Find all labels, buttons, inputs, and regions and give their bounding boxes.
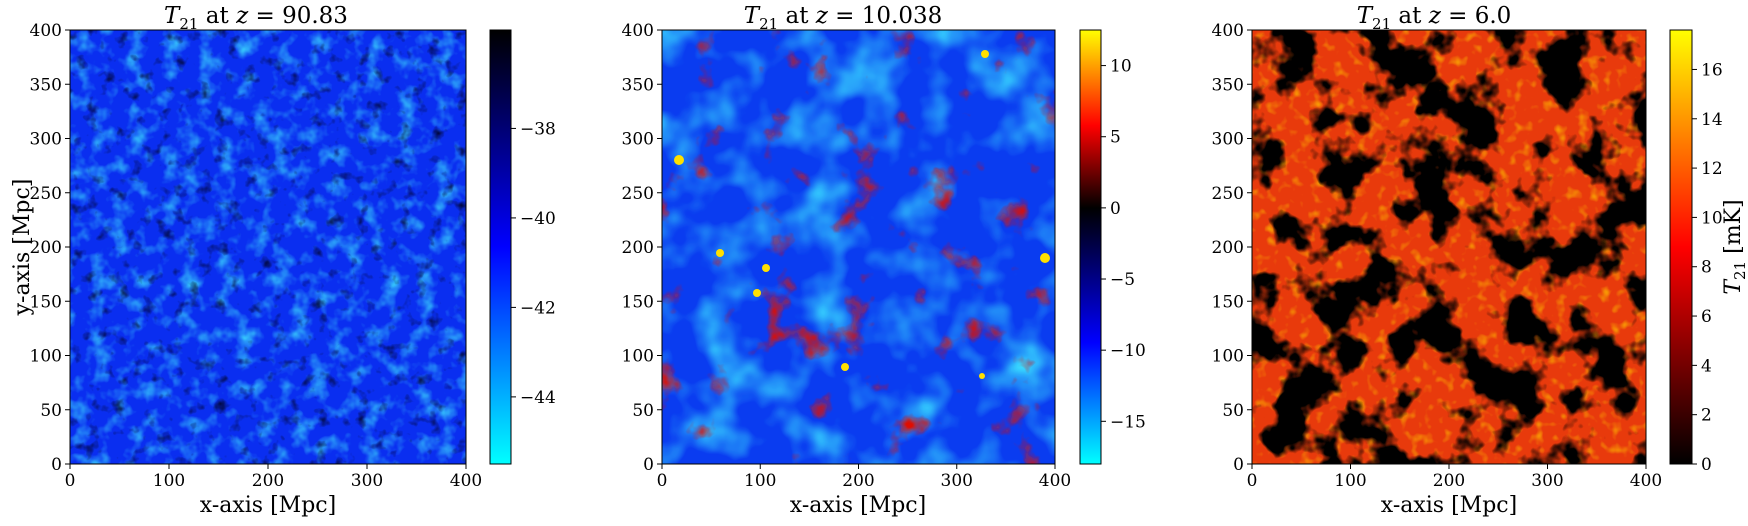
panel-1-x-tick-label: 300 bbox=[351, 471, 383, 491]
panel-2-heatmap bbox=[662, 30, 1055, 464]
panel-2-title: T21 at z = 10.038 bbox=[744, 3, 943, 33]
panel-3-colorbar-tick-label: 10 bbox=[1701, 208, 1723, 228]
panel-1-x-label: x-axis [Mpc] bbox=[200, 493, 336, 518]
panel-3-x-tick-label: 300 bbox=[1531, 471, 1563, 491]
panel-2-colorbar bbox=[1079, 29, 1102, 465]
panel-2-y-ticks: 0 50 100 150 200 250 300 350 400 bbox=[622, 21, 662, 475]
panel-2-y-tick-label: 250 bbox=[622, 184, 654, 204]
panel-2-hot-spots bbox=[674, 50, 1050, 379]
panel-1-y-label: y-axis [Mpc] bbox=[10, 179, 35, 317]
panel-1-y-tick-label: 100 bbox=[30, 347, 62, 367]
panel-1-heatmap bbox=[70, 30, 466, 464]
panel-2-y-tick-label: 0 bbox=[643, 455, 654, 475]
panel-1-x-tick-label: 0 bbox=[65, 471, 76, 491]
panel-2-y-tick-label: 50 bbox=[632, 401, 654, 421]
panel-2-y-tick-label: 100 bbox=[622, 347, 654, 367]
panel-3-colorbar-tick-label: 12 bbox=[1701, 159, 1723, 179]
panel-2-x-tick-label: 300 bbox=[941, 471, 973, 491]
panel-3-x-tick-label: 200 bbox=[1433, 471, 1465, 491]
panel-3-colorbar-tick-label: 2 bbox=[1701, 406, 1712, 426]
panel-3-x-label: x-axis [Mpc] bbox=[1381, 493, 1517, 518]
panel-1-y-tick-label: 150 bbox=[30, 292, 62, 312]
panel-2-x-tick-label: 100 bbox=[744, 471, 776, 491]
panel-1-title: T21 at z = 90.83 bbox=[164, 3, 348, 33]
panel-3-x-tick-label: 400 bbox=[1630, 471, 1662, 491]
panel-2-y-tick-label: 350 bbox=[622, 75, 654, 95]
panel-1-x-tick-label: 200 bbox=[252, 471, 284, 491]
panel-3-y-tick-label: 300 bbox=[1212, 130, 1244, 150]
panel-3-colorbar-tick-label: 14 bbox=[1701, 110, 1723, 130]
panel-2-colorbar-tick-label: 10 bbox=[1110, 57, 1132, 77]
panel-2-y-tick-label: 150 bbox=[622, 292, 654, 312]
panel-1-colorbar-tick-label: −44 bbox=[520, 388, 556, 408]
panel-1-colorbar-ticks: −44 −42 −40 −38 bbox=[511, 119, 556, 408]
panel-2-x-tick-label: 400 bbox=[1039, 471, 1071, 491]
panel-1-y-tick-label: 0 bbox=[51, 455, 62, 475]
panel-3-y-tick-label: 50 bbox=[1222, 401, 1244, 421]
panel-3-colorbar-ticks: 0 2 4 6 8 10 12 14 16 bbox=[1692, 60, 1723, 475]
panel-2-x-tick-label: 0 bbox=[657, 471, 668, 491]
panel-1-colorbar-tick-label: −42 bbox=[520, 298, 556, 318]
panel-3-y-tick-label: 200 bbox=[1212, 238, 1244, 258]
panel-3-title: T21 at z = 6.0 bbox=[1357, 3, 1512, 33]
panel-3-y-tick-label: 350 bbox=[1212, 75, 1244, 95]
panel-3-y-tick-label: 150 bbox=[1212, 292, 1244, 312]
panel-1-y-tick-label: 50 bbox=[40, 401, 62, 421]
panel-2-colorbar-ticks: −15 −10 −5 0 5 10 bbox=[1101, 57, 1146, 432]
panel-3-y-tick-label: 100 bbox=[1212, 347, 1244, 367]
panel-1-y-tick-label: 300 bbox=[30, 130, 62, 150]
panel-1-y-tick-label: 400 bbox=[30, 21, 62, 41]
panel-3-y-ticks: 0 50 100 150 200 250 300 350 400 bbox=[1212, 21, 1252, 475]
panel-3-y-tick-label: 250 bbox=[1212, 184, 1244, 204]
panel-3-colorbar-tick-label: 16 bbox=[1701, 60, 1723, 80]
panel-1-y-ticks: 0 50 100 150 200 250 300 350 400 bbox=[30, 21, 70, 475]
panel-2: T21 at z = 10.038 0 100 200 300 400 05010015… bbox=[622, 3, 1146, 518]
panel-1-x-ticks: 0 100 200 300 400 bbox=[65, 464, 482, 491]
panel-1-y-tick-label: 250 bbox=[30, 184, 62, 204]
panel-2-y-tick-label: 400 bbox=[622, 21, 654, 41]
panel-2-x-ticks: 0 100 200 300 400 bbox=[657, 464, 1071, 491]
panel-2-colorbar-tick-label: 0 bbox=[1110, 199, 1121, 219]
panel-3-x-tick-label: 0 bbox=[1247, 471, 1258, 491]
panel-3-y-tick-label: 400 bbox=[1212, 21, 1244, 41]
panel-3-colorbar-tick-label: 0 bbox=[1701, 455, 1712, 475]
panel-3-heatmap bbox=[1252, 30, 1646, 464]
panel-1-x-tick-label: 100 bbox=[153, 471, 185, 491]
panel-3: T21 at z = 6.0 0 100 200 300 400 05010015020… bbox=[1212, 3, 1748, 518]
panel-1-x-tick-label: 400 bbox=[450, 471, 482, 491]
panel-1-y-tick-label: 350 bbox=[30, 75, 62, 95]
panel-3-x-ticks: 0 100 200 300 400 bbox=[1247, 464, 1662, 491]
panel-3-colorbar-tick-label: 6 bbox=[1701, 307, 1712, 327]
panel-3-colorbar-tick-label: 4 bbox=[1701, 356, 1712, 376]
panel-2-colorbar-tick-label: −10 bbox=[1110, 341, 1146, 361]
panel-1-colorbar-tick-label: −38 bbox=[520, 119, 556, 139]
panel-3-y-tick-label: 0 bbox=[1233, 455, 1244, 475]
panel-1-y-tick-label: 200 bbox=[30, 238, 62, 258]
panel-1-colorbar-tick-label: −40 bbox=[520, 209, 556, 229]
panel-2-colorbar-tick-label: −15 bbox=[1110, 412, 1146, 432]
panel-3-colorbar-label: T21 [mK] bbox=[1721, 199, 1748, 294]
panel-3-x-tick-label: 100 bbox=[1334, 471, 1366, 491]
panel-2-y-tick-label: 200 bbox=[622, 238, 654, 258]
panel-1: T21 at z = 90.83 0 100 200 300 400 0 50 100 150… bbox=[10, 3, 556, 518]
panel-2-x-label: x-axis [Mpc] bbox=[790, 493, 926, 518]
panel-2-colorbar-tick-label: 5 bbox=[1110, 128, 1121, 148]
panel-3-colorbar bbox=[1669, 29, 1693, 465]
panel-2-colorbar-tick-label: −5 bbox=[1110, 270, 1135, 290]
panel-3-colorbar-tick-label: 8 bbox=[1701, 258, 1712, 278]
panel-2-x-tick-label: 200 bbox=[842, 471, 874, 491]
panel-2-y-tick-label: 300 bbox=[622, 130, 654, 150]
panel-1-colorbar bbox=[489, 29, 512, 465]
